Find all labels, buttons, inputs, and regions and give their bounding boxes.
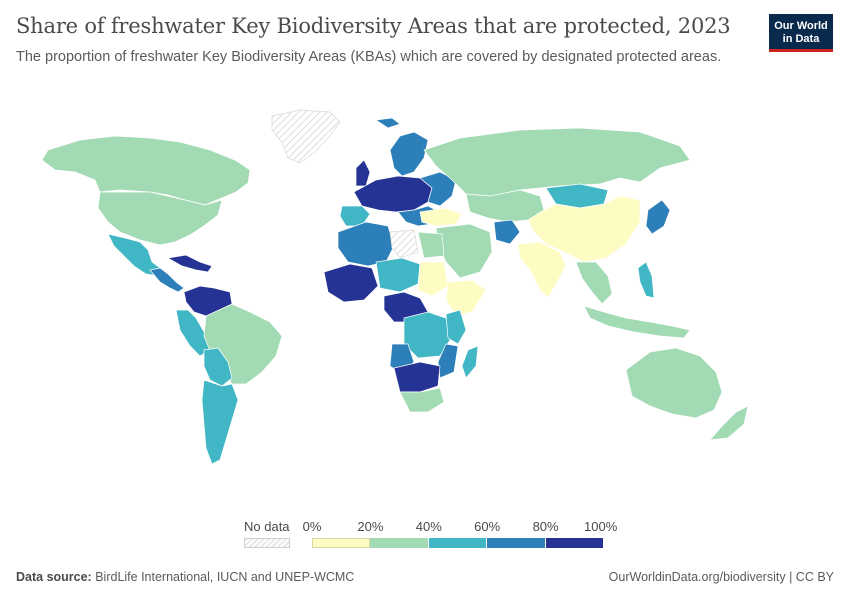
chart-subtitle: The proportion of freshwater Key Biodive… [16,49,722,65]
region-philippines[interactable] [637,261,655,299]
region-southeast-asia[interactable] [575,261,613,305]
region-horn-of-africa[interactable] [445,279,487,317]
region-namibia-botswana[interactable] [393,361,441,393]
legend-bin-0-20[interactable] [312,538,371,548]
legend-tick-label: 20% [357,519,384,534]
region-china[interactable] [527,195,641,263]
chart-title: Share of freshwater Key Biodiversity Are… [16,14,731,38]
data-source-text: BirdLife International, IUCN and UNEP-WC… [95,570,355,584]
region-japan[interactable] [645,199,671,235]
region-central-america[interactable] [149,267,185,293]
region-east-africa[interactable] [445,309,467,345]
region-sahel[interactable] [375,257,421,293]
legend-tick-label: 0% [302,519,322,534]
region-sudan[interactable] [417,261,449,297]
region-libya[interactable] [389,229,419,259]
region-uk[interactable] [355,159,371,187]
region-usa[interactable] [97,191,223,246]
region-egypt[interactable] [417,231,445,259]
region-west-africa[interactable] [323,263,379,303]
legend-bin-60-80[interactable] [487,538,546,548]
data-source-label: Data source: [16,570,92,584]
world-map[interactable] [0,95,850,515]
region-bolivia[interactable] [203,347,233,387]
region-south-africa[interactable] [399,387,445,413]
logo-line-1: Our World [774,20,828,32]
logo-line-2: in Data [782,33,820,45]
source-url-link[interactable]: OurWorldinData.org/biodiversity | CC BY [608,570,834,584]
region-caribbean[interactable] [167,254,213,273]
region-mozambique[interactable] [437,343,459,379]
region-russia[interactable] [423,127,691,197]
map-legend: No data 0% 20% 40% 60% 80% 100% [240,516,620,556]
region-eastern-europe[interactable] [419,171,457,207]
owid-logo[interactable]: Our World in Data [769,14,833,52]
region-new-zealand[interactable] [709,405,749,441]
legend-bin-80-100[interactable] [545,538,604,548]
region-australia[interactable] [625,347,723,419]
legend-bin-20-40[interactable] [370,538,429,548]
region-scandinavia[interactable] [389,131,429,177]
region-canada[interactable] [41,135,251,206]
region-afghanistan[interactable] [493,219,521,245]
legend-bin-40-60[interactable] [428,538,488,548]
region-iceland[interactable] [375,117,401,129]
legend-tick-label: 60% [474,519,501,534]
region-turkey[interactable] [419,207,463,227]
legend-tick-label: 80% [532,519,559,534]
legend-tick-label: 40% [415,519,442,534]
data-source: Data source: BirdLife International, IUC… [16,570,354,584]
legend-tick-label: 100% [584,519,618,534]
region-madagascar[interactable] [461,345,479,379]
region-india[interactable] [517,241,567,299]
region-indonesia[interactable] [583,305,691,339]
region-argentina[interactable] [201,379,239,465]
world-map-svg [41,109,749,465]
region-greenland[interactable] [271,109,341,164]
legend-no-data-swatch [244,538,290,548]
region-north-africa-west[interactable] [337,221,395,267]
legend-no-data-label: No data [244,519,290,534]
